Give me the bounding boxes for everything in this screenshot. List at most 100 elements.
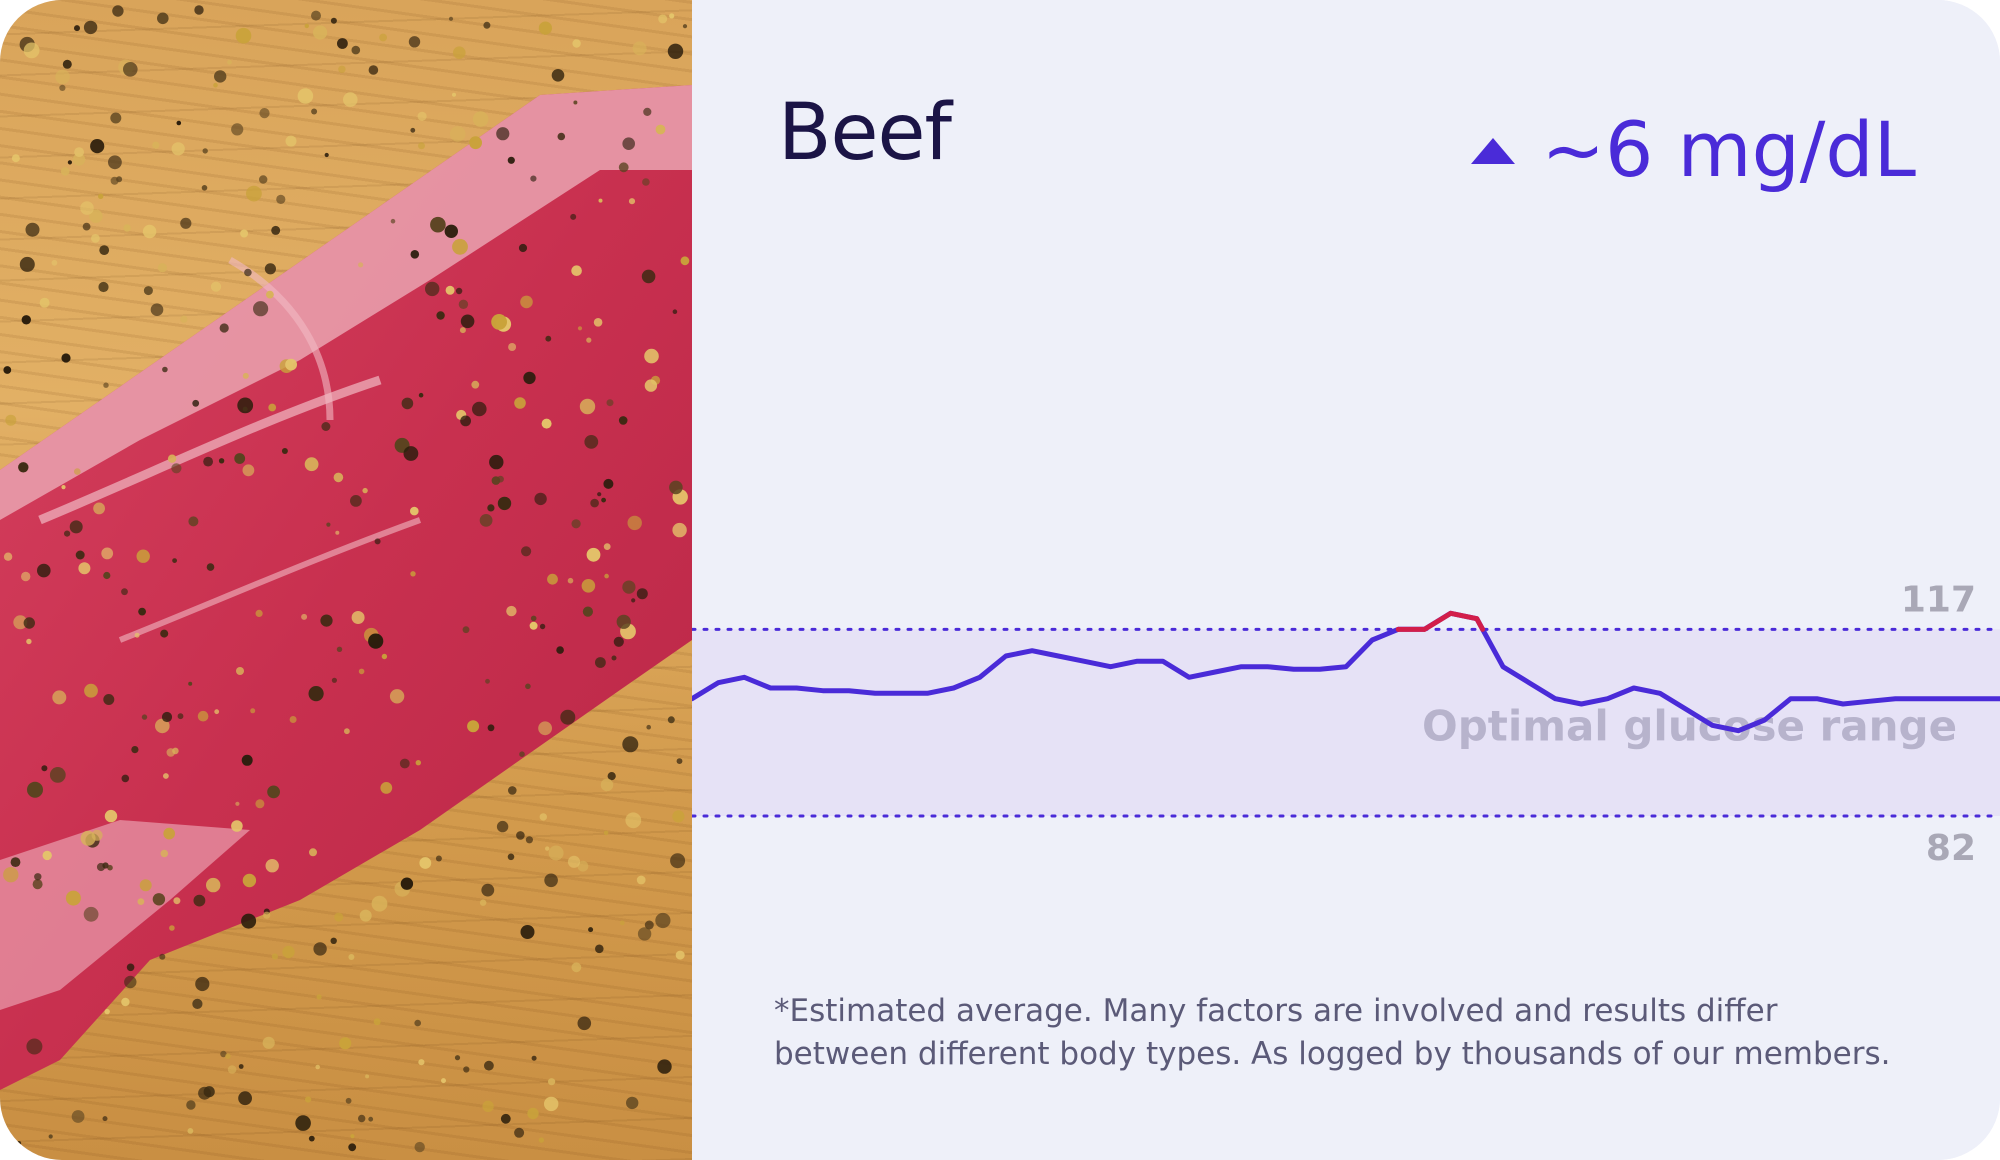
pepper-speck xyxy=(655,124,666,135)
pepper-speck xyxy=(541,418,552,429)
pepper-speck xyxy=(242,873,257,888)
pepper-speck xyxy=(606,399,614,407)
pepper-speck xyxy=(253,301,269,317)
pepper-speck xyxy=(581,579,596,593)
pepper-speck xyxy=(368,633,384,649)
pepper-speck xyxy=(577,326,583,331)
pepper-speck xyxy=(159,953,166,960)
pepper-speck xyxy=(507,156,515,164)
pepper-speck xyxy=(83,20,98,35)
pepper-speck xyxy=(206,563,215,571)
pepper-speck xyxy=(262,1036,275,1049)
pepper-speck xyxy=(171,142,185,156)
pepper-speck xyxy=(538,1137,545,1143)
tick-label-117: 117 xyxy=(1901,579,1976,620)
pepper-speck xyxy=(134,632,140,638)
pepper-speck xyxy=(365,1074,370,1079)
pepper-speck xyxy=(107,864,113,871)
pepper-speck xyxy=(571,962,582,973)
pepper-speck xyxy=(670,853,686,869)
pepper-speck xyxy=(571,519,581,529)
pepper-speck xyxy=(313,942,327,956)
pepper-speck xyxy=(590,498,599,508)
pepper-speck xyxy=(454,1055,461,1061)
glucose-change: ~6 mg/dL xyxy=(1471,112,1916,188)
pepper-speck xyxy=(538,21,553,35)
above-range-segments xyxy=(1395,610,1486,632)
pepper-speck xyxy=(547,573,558,585)
pepper-speck xyxy=(573,100,578,105)
pepper-speck xyxy=(26,1038,43,1055)
glucose-panel: Beef ~6 mg/dL Optimal glucose range 117 … xyxy=(692,0,2000,1160)
glucose-series-line xyxy=(692,610,2000,734)
pepper-speck xyxy=(567,577,574,584)
pepper-speck xyxy=(527,1107,539,1120)
pepper-speck xyxy=(544,1096,559,1112)
optimal-range-band xyxy=(692,629,2000,816)
pepper-speck xyxy=(410,571,416,577)
pepper-speck xyxy=(93,502,105,515)
pepper-speck xyxy=(225,1053,231,1059)
pepper-speck xyxy=(297,88,314,104)
pepper-speck xyxy=(518,243,528,253)
pepper-speck xyxy=(514,397,526,409)
pepper-speck xyxy=(487,724,495,732)
pepper-speck xyxy=(285,135,297,147)
pepper-speck xyxy=(308,1135,315,1142)
pepper-speck xyxy=(601,497,606,503)
pepper-speck xyxy=(358,1114,366,1123)
pepper-speck xyxy=(418,1059,425,1066)
pepper-speck xyxy=(445,285,455,295)
pepper-speck xyxy=(400,877,414,890)
pepper-speck xyxy=(202,148,208,154)
pepper-speck xyxy=(59,84,66,91)
pepper-speck xyxy=(82,222,91,231)
pepper-speck xyxy=(121,774,130,783)
pepper-speck xyxy=(618,416,628,425)
pepper-speck xyxy=(516,831,525,840)
pepper-speck xyxy=(231,123,244,136)
pepper-speck xyxy=(166,748,176,757)
pepper-speck xyxy=(305,1096,312,1103)
pepper-speck xyxy=(444,224,458,238)
pepper-speck xyxy=(309,848,317,857)
pepper-speck xyxy=(631,598,636,603)
pepper-speck xyxy=(41,765,48,772)
pepper-speck xyxy=(672,522,687,538)
pepper-speck xyxy=(313,25,328,40)
pepper-speck xyxy=(379,33,387,42)
pepper-speck xyxy=(51,259,58,266)
pepper-speck xyxy=(255,799,265,809)
pepper-speck xyxy=(103,571,111,580)
pepper-speck xyxy=(351,611,365,624)
pepper-speck xyxy=(525,683,531,690)
pepper-speck xyxy=(194,5,204,15)
pepper-speck xyxy=(5,414,17,426)
pepper-speck xyxy=(362,487,368,494)
pepper-speck xyxy=(597,492,602,497)
pepper-speck xyxy=(657,1059,672,1074)
pepper-speck xyxy=(613,636,624,647)
pepper-speck xyxy=(78,562,91,575)
pepper-speck xyxy=(350,1134,355,1139)
pepper-speck xyxy=(167,454,177,463)
pepper-speck xyxy=(121,588,128,596)
pepper-speck xyxy=(595,944,604,954)
pepper-speck xyxy=(236,667,244,675)
pepper-speck xyxy=(586,337,592,343)
pepper-speck xyxy=(667,716,675,724)
pepper-speck xyxy=(192,998,203,1010)
pepper-speck xyxy=(21,315,31,325)
pepper-speck xyxy=(453,46,466,59)
pepper-speck xyxy=(21,571,31,582)
pepper-speck xyxy=(462,626,470,634)
pepper-speck xyxy=(508,786,517,795)
pepper-speck xyxy=(161,711,173,723)
pepper-speck xyxy=(83,906,99,922)
pepper-speck xyxy=(218,458,225,464)
pepper-speck xyxy=(23,617,35,629)
pepper-speck xyxy=(371,895,388,912)
pepper-speck xyxy=(538,721,552,736)
pepper-speck xyxy=(603,478,614,489)
